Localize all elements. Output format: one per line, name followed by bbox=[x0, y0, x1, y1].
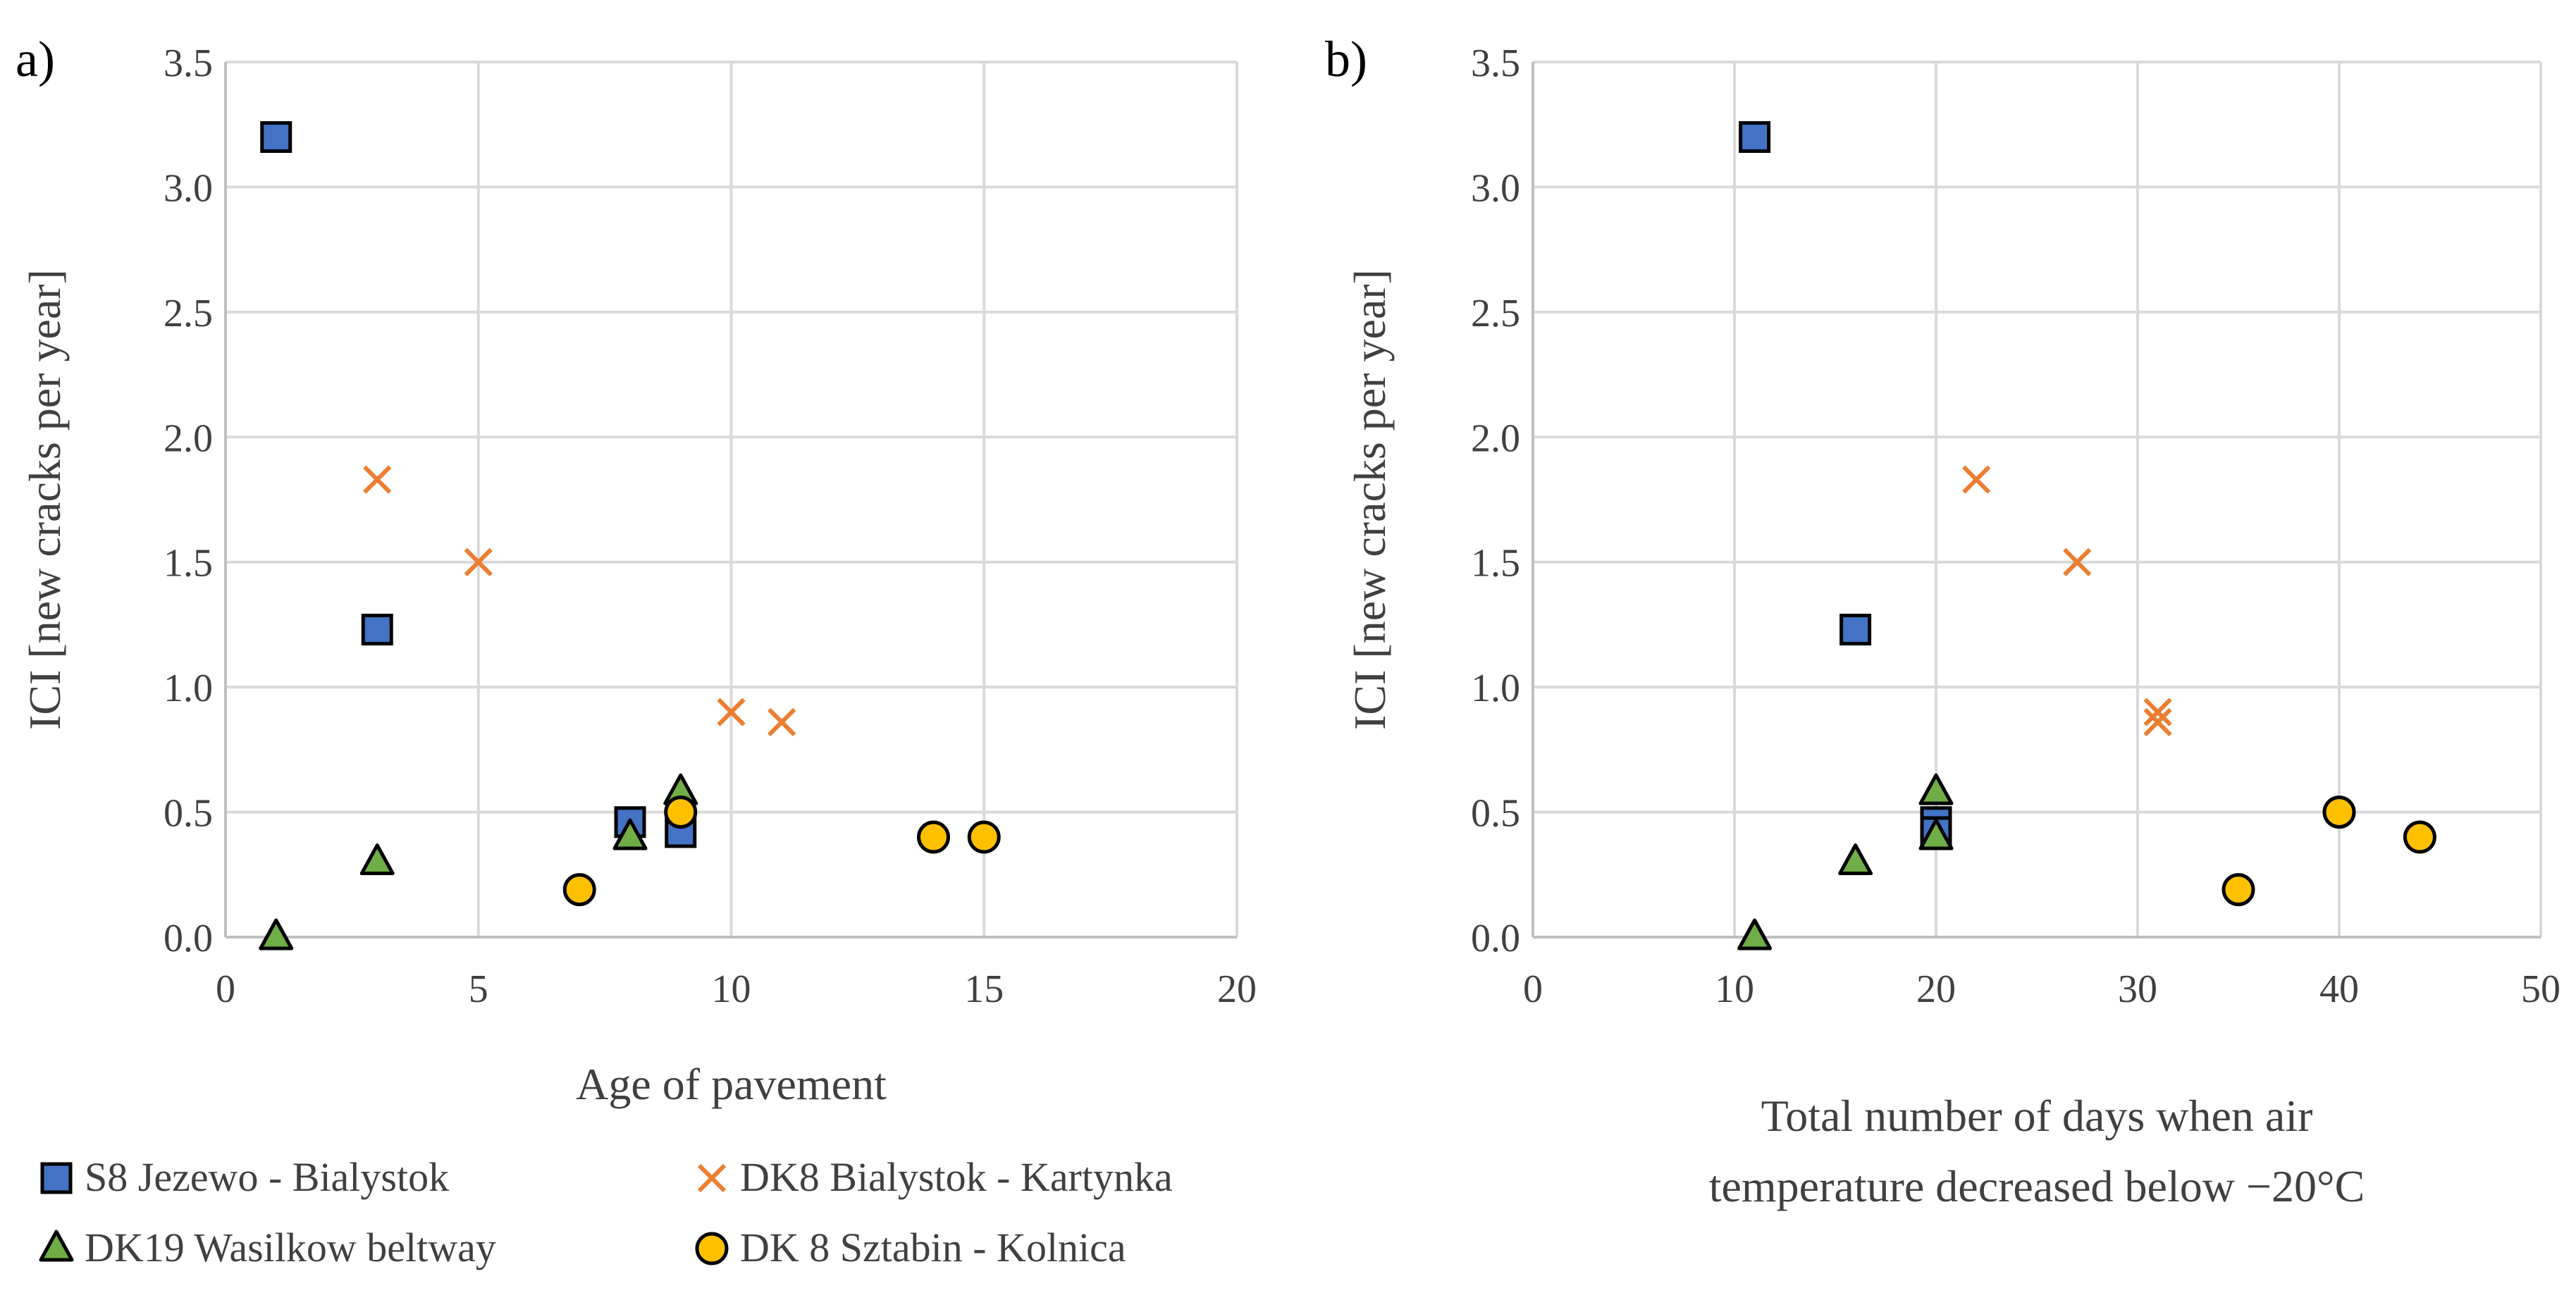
data-point-dk8_bk bbox=[2143, 698, 2172, 726]
x-stroke bbox=[1962, 465, 1991, 494]
data-point-s8 bbox=[40, 1162, 73, 1194]
data-point-dk19 bbox=[612, 818, 648, 850]
x-axis-label: Age of pavement bbox=[576, 1059, 887, 1109]
chart-panel-a: a) 0.0 0.5 1.0 1.5 2.0 2.5 3.0 3.5 0 5 10 15 20 ICI [n… bbox=[16, 31, 1257, 1109]
x-axis-label: Total number of days when air bbox=[1761, 1091, 2313, 1141]
x-tick-label: 10 bbox=[712, 967, 751, 1011]
x-tick-label: 30 bbox=[2118, 967, 2157, 1011]
data-point-s8 bbox=[260, 120, 292, 153]
x-stroke bbox=[2143, 698, 2172, 726]
series-dk8_sk bbox=[562, 796, 1001, 907]
data-point-dk8_bk bbox=[363, 465, 392, 494]
x-stroke bbox=[2143, 707, 2172, 736]
data-point-dk8_sk bbox=[917, 820, 950, 854]
series-s8 bbox=[1739, 120, 1952, 848]
y-axis-label: ICI [new cracks per year] bbox=[1345, 269, 1395, 730]
data-point-dk8_bk bbox=[1962, 465, 1991, 494]
data-point-s8 bbox=[1839, 614, 1872, 646]
y-tick-label: 2.5 bbox=[164, 292, 213, 335]
legend-label: DK19 Wasilkow beltway bbox=[85, 1225, 496, 1270]
x-tick-label: 40 bbox=[2319, 967, 2359, 1011]
legend-item-s8: S8 Jezewo - Bialystok bbox=[40, 1154, 449, 1200]
x-tick-label: 5 bbox=[469, 967, 488, 1011]
data-point-dk8_sk bbox=[967, 820, 1001, 854]
data-point-dk19 bbox=[259, 918, 294, 951]
x-tick-label: 20 bbox=[1217, 967, 1257, 1011]
legend-label: DK8 Bialystok - Kartynka bbox=[740, 1154, 1173, 1200]
data-point-dk19 bbox=[1918, 773, 1954, 805]
y-tick-label: 3.0 bbox=[1471, 166, 1520, 210]
series-dk8_sk bbox=[2221, 796, 2436, 907]
y-tick-label: 3.5 bbox=[1471, 42, 1520, 85]
x-tick-label: 0 bbox=[216, 967, 235, 1011]
data-point-dk8_bk bbox=[697, 1163, 727, 1193]
panel-label: b) bbox=[1325, 31, 1367, 87]
x-tick-label: 15 bbox=[964, 967, 1004, 1011]
y-tick-label: 3.0 bbox=[164, 166, 213, 210]
y-tick-label: 0.0 bbox=[1471, 917, 1520, 960]
series-dk8_bk bbox=[1962, 465, 2172, 736]
data-point-dk8_sk bbox=[2403, 820, 2436, 854]
x-stroke bbox=[2063, 547, 2092, 576]
legend-item-dk8_bk: DK8 Bialystok - Kartynka bbox=[697, 1154, 1173, 1200]
data-point-dk8_bk bbox=[768, 707, 796, 736]
series-dk19 bbox=[1737, 773, 1954, 951]
y-axis-label: ICI [new cracks per year] bbox=[20, 269, 70, 730]
data-point-dk8_sk bbox=[664, 796, 698, 829]
y-tick-label: 2.5 bbox=[1471, 292, 1520, 335]
x-axis-label: temperature decreased below −20°C bbox=[1709, 1161, 2365, 1211]
data-point-dk8_bk bbox=[2063, 547, 2092, 576]
data-point-s8 bbox=[361, 614, 393, 646]
y-tick-label: 1.0 bbox=[164, 667, 213, 710]
panel-label: a) bbox=[16, 31, 55, 87]
data-point-dk19 bbox=[1918, 818, 1954, 850]
series-dk8_bk bbox=[363, 465, 796, 736]
y-tick-label: 1.5 bbox=[1471, 542, 1520, 586]
y-tick-label: 2.0 bbox=[1471, 416, 1520, 460]
x-stroke bbox=[464, 547, 493, 576]
legend-label: DK 8 Sztabin - Kolnica bbox=[740, 1225, 1126, 1270]
chart-panel-b: b) 0.0 0.5 1.0 1.5 2.0 2.5 3.0 3.5 0 10 20 30 40 50 ICI… bbox=[1325, 31, 2560, 1211]
data-point-dk19 bbox=[359, 843, 395, 876]
data-point-dk8_sk bbox=[2221, 873, 2255, 907]
x-stroke bbox=[697, 1163, 727, 1193]
x-stroke bbox=[768, 707, 796, 736]
y-tick-label: 0.0 bbox=[164, 917, 213, 960]
data-point-dk19 bbox=[1737, 918, 1773, 951]
x-tick-label: 10 bbox=[1715, 967, 1754, 1011]
data-point-dk8_sk bbox=[2322, 796, 2356, 829]
data-point-dk19 bbox=[39, 1230, 74, 1262]
data-point-s8 bbox=[1739, 120, 1771, 153]
legend-item-dk8_sk: DK 8 Sztabin - Kolnica bbox=[695, 1225, 1126, 1270]
y-tick-label: 0.5 bbox=[1471, 792, 1520, 836]
y-tick-label: 1.0 bbox=[1471, 667, 1520, 710]
data-point-dk8_bk bbox=[464, 547, 493, 576]
y-tick-label: 2.0 bbox=[164, 416, 213, 460]
data-point-dk8_sk bbox=[695, 1232, 729, 1265]
x-tick-label: 0 bbox=[1523, 967, 1543, 1011]
y-tick-label: 0.5 bbox=[164, 792, 213, 836]
x-stroke bbox=[363, 465, 392, 494]
y-tick-label: 1.5 bbox=[164, 542, 213, 586]
legend: S8 Jezewo - Bialystok DK8 Bialystok - Kar… bbox=[39, 1154, 1173, 1270]
data-point-dk8_bk bbox=[2143, 707, 2172, 736]
data-point-dk8_sk bbox=[562, 873, 596, 907]
legend-item-dk19: DK19 Wasilkow beltway bbox=[39, 1225, 496, 1270]
data-point-dk8_bk bbox=[717, 698, 746, 726]
y-tick-label: 3.5 bbox=[164, 42, 213, 85]
data-point-dk19 bbox=[1838, 843, 1873, 876]
x-stroke bbox=[717, 698, 746, 726]
x-tick-label: 20 bbox=[1916, 967, 1956, 1011]
legend-label: S8 Jezewo - Bialystok bbox=[85, 1154, 449, 1200]
x-tick-label: 50 bbox=[2521, 967, 2560, 1011]
